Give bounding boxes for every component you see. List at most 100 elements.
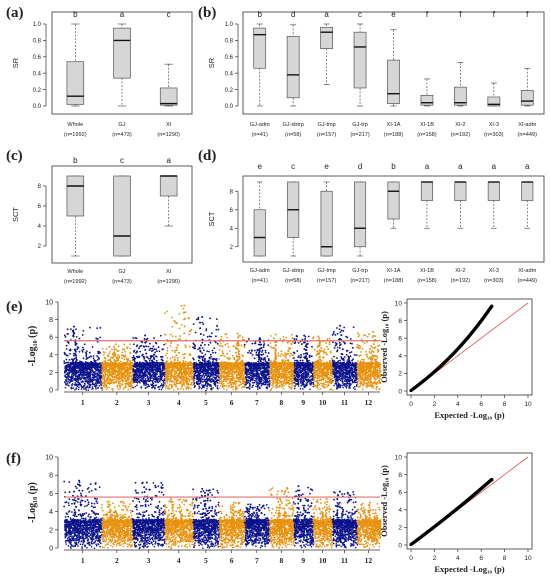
snp-point — [193, 374, 196, 376]
snp-point — [88, 382, 90, 384]
snp-point — [166, 365, 169, 367]
snp-point — [95, 367, 97, 370]
snp-point — [233, 370, 235, 372]
snp-point — [174, 375, 176, 377]
snp-point — [145, 374, 147, 376]
snp-point — [220, 369, 222, 371]
snp-point — [80, 386, 83, 388]
snp-point — [227, 378, 229, 380]
snp-point — [164, 387, 167, 389]
snp-point — [98, 368, 100, 371]
snp-point — [214, 371, 216, 373]
snp-point — [89, 365, 91, 367]
snp-point — [169, 361, 172, 364]
snp-point — [181, 385, 183, 387]
snp-point — [168, 370, 171, 373]
category-label: XI-1A — [387, 268, 401, 274]
snp-point — [87, 371, 89, 373]
snp-point — [120, 377, 122, 379]
y-tick-label: 0.0 — [225, 104, 234, 110]
snp-point — [169, 370, 172, 372]
snp-point — [198, 347, 201, 350]
snp-point — [171, 366, 173, 368]
snp-point — [105, 361, 108, 364]
box-XI — [159, 63, 178, 107]
snp-point — [198, 380, 200, 382]
snp-point — [68, 372, 71, 374]
snp-point — [216, 386, 219, 389]
snp-point — [89, 379, 91, 382]
snp-point — [104, 362, 106, 365]
snp-point — [170, 381, 173, 383]
snp-point — [183, 311, 186, 314]
snp-point — [180, 324, 183, 326]
snp-point — [81, 349, 84, 352]
snp-point — [84, 380, 86, 383]
snp-point — [148, 349, 151, 352]
snp-point — [192, 346, 195, 349]
snp-point — [183, 318, 186, 321]
snp-point — [142, 362, 145, 365]
snp-point — [138, 372, 141, 374]
snp-point — [136, 382, 139, 384]
box-iqr — [113, 27, 131, 79]
snp-point — [96, 369, 99, 371]
snp-point — [238, 366, 241, 369]
snp-point — [138, 367, 140, 370]
snp-point — [183, 377, 185, 379]
significance-letter: b — [73, 156, 78, 165]
snp-point — [80, 372, 82, 375]
snp-point — [204, 383, 207, 386]
snp-point — [90, 383, 92, 386]
snp-point — [99, 373, 101, 375]
snp-point — [178, 369, 181, 372]
category-label: XI-adm — [518, 122, 536, 128]
snp-point — [97, 338, 99, 340]
snp-point — [97, 370, 100, 372]
snp-point — [226, 380, 228, 382]
y-axis-label: -Log₁₀ (p) — [27, 326, 38, 367]
snp-point — [64, 362, 67, 364]
snp-point — [80, 366, 83, 368]
snp-point — [101, 367, 103, 369]
significance-letter: e — [391, 10, 396, 19]
snp-point — [206, 335, 209, 338]
snp-point — [82, 372, 84, 374]
snp-point — [201, 380, 203, 383]
snp-point — [150, 350, 153, 352]
snp-point — [233, 373, 236, 375]
snp-point — [156, 377, 159, 379]
snp-point — [180, 375, 183, 377]
snp-point — [102, 367, 105, 370]
snp-point — [138, 361, 141, 364]
snp-point — [87, 379, 89, 382]
snp-point — [188, 333, 190, 336]
snp-point — [182, 363, 185, 366]
snp-point — [65, 366, 67, 368]
snp-point — [210, 335, 212, 338]
snp-point — [101, 388, 103, 391]
snp-point — [69, 381, 71, 384]
snp-point — [176, 361, 179, 364]
snp-point — [232, 376, 235, 378]
snp-point — [148, 373, 150, 375]
snp-point — [212, 387, 214, 389]
snp-point — [206, 385, 209, 388]
snp-point — [112, 389, 114, 392]
snp-point — [177, 382, 180, 384]
snp-point — [202, 334, 205, 336]
snp-point — [188, 386, 190, 389]
snp-point — [132, 356, 135, 359]
snp-point — [207, 379, 210, 381]
snp-point — [106, 386, 108, 389]
snp-point — [94, 373, 96, 376]
snp-point — [98, 375, 100, 377]
snp-point — [89, 376, 91, 378]
snp-point — [117, 379, 119, 381]
snp-point — [149, 371, 151, 373]
sample-size-label: (n=158) — [417, 132, 437, 138]
snp-point — [199, 386, 201, 389]
snp-point — [161, 375, 164, 377]
snp-point — [69, 366, 72, 368]
box-XI-1A — [387, 181, 400, 229]
